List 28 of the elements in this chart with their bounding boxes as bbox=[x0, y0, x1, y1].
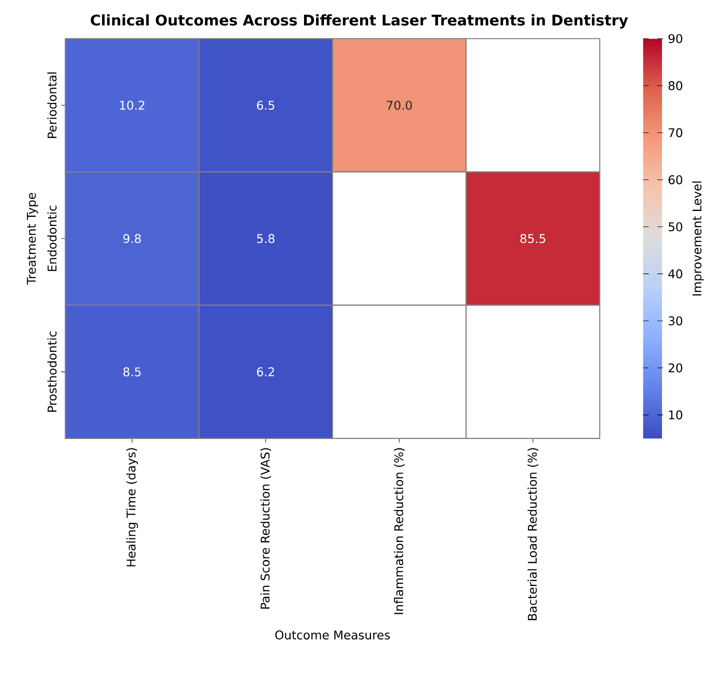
x-axis-title: Outcome Measures bbox=[275, 630, 390, 640]
y-tick-label: Periodontal bbox=[47, 72, 57, 138]
data-label: 9.8 bbox=[123, 234, 141, 244]
x-tick-label: Inflammation Reduction (%) bbox=[394, 448, 405, 614]
y-tick-label: Endodontic bbox=[47, 206, 57, 272]
x-tick-label: Pain Score Reduction (VAS) bbox=[260, 448, 272, 609]
color-bar-label: 60 bbox=[668, 175, 682, 184]
data-label: 70.0 bbox=[386, 100, 412, 110]
chart-title: Clinical Outcomes Across Different Laser Treatments in Dentistry bbox=[90, 14, 628, 29]
color-bar-label: 20 bbox=[668, 363, 682, 372]
y-tick-label: Prosthodontic bbox=[47, 331, 57, 412]
y-axis-title: Treatment Type bbox=[26, 192, 38, 285]
data-label: 10.2 bbox=[120, 100, 144, 110]
data-label: 8.5 bbox=[123, 367, 141, 376]
data-label: 85.5 bbox=[520, 234, 546, 244]
color-bar-label: 90 bbox=[668, 34, 682, 44]
data-label: 6.2 bbox=[257, 367, 274, 376]
x-tick-label: Healing Time (days) bbox=[126, 448, 138, 566]
x-tick-label: Bacterial Load Reduction (%) bbox=[528, 448, 538, 620]
color-bar-label: 50 bbox=[668, 222, 682, 232]
data-label: 5.8 bbox=[257, 234, 274, 244]
color-bar-label: 40 bbox=[668, 269, 682, 278]
color-bar-label: 30 bbox=[668, 316, 682, 326]
color-bar-label: 80 bbox=[668, 81, 682, 90]
color-bar-label: 10 bbox=[669, 410, 682, 420]
color-bar-title: Improvement Level bbox=[692, 182, 704, 296]
color-bar-label: 70 bbox=[668, 128, 682, 138]
data-label: 6.5 bbox=[257, 100, 274, 110]
